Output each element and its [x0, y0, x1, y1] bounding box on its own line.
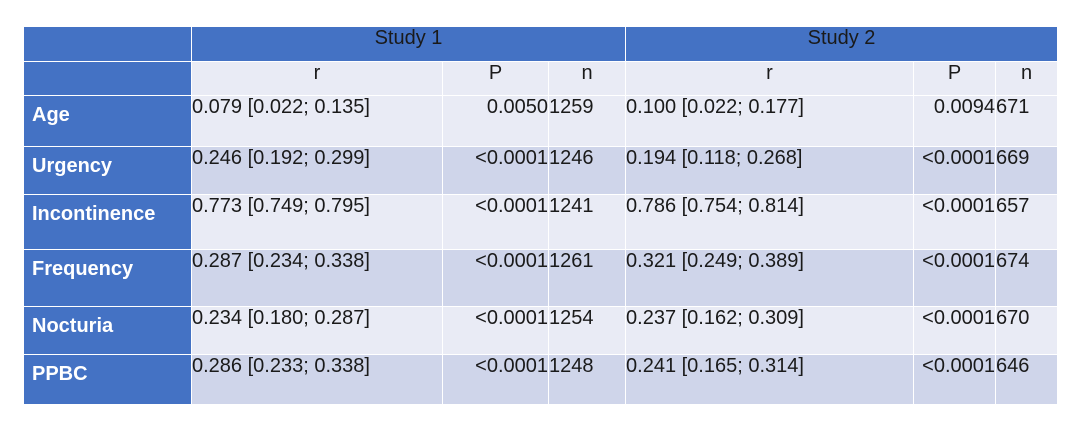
study-1-n-cell: 1254 [547, 306, 627, 355]
study-1-n-cell: 1248 [547, 354, 627, 405]
study-1-n-cell: 1259 [547, 95, 627, 147]
study-2-p-cell: 0.0094 [913, 95, 997, 147]
col-header-r: r [191, 61, 443, 96]
study-2-n-cell: 670 [995, 306, 1059, 355]
study-1-r-cell: 0.773 [0.749; 0.795] [191, 194, 443, 250]
study-2-r-cell: 0.321 [0.249; 0.389] [625, 249, 915, 307]
study-1-r-cell: 0.287 [0.234; 0.338] [191, 249, 443, 307]
study-2-n-cell: 671 [995, 95, 1059, 147]
study-2-n-cell: 657 [995, 194, 1059, 250]
study-2-n-cell: 669 [995, 146, 1059, 195]
study-2-r-cell: 0.194 [0.118; 0.268] [625, 146, 915, 195]
study-1-p-cell: <0.0001 [442, 249, 549, 307]
study-2-p-cell: <0.0001 [913, 146, 997, 195]
table-row: Urgency 0.246 [0.192; 0.299] <0.0001 1246 0.… [23, 146, 1059, 195]
study-1-header: Study 1 [190, 26, 627, 62]
row-label: Age [23, 95, 192, 147]
row-label: Incontinence [23, 194, 192, 250]
row-label: Urgency [23, 146, 192, 195]
study-1-p-cell: <0.0001 [442, 146, 549, 195]
study-2-n-cell: 674 [995, 249, 1059, 307]
study-2-p-cell: <0.0001 [913, 306, 997, 355]
study-1-p-cell: <0.0001 [442, 354, 549, 405]
results-table: Study 1 Study 2 r P n r P n Age 0.079 [0.… [23, 26, 1059, 405]
table-row: Age 0.079 [0.022; 0.135] 0.0050 1259 0.100 [… [23, 95, 1059, 147]
row-label: Frequency [23, 249, 192, 307]
study-1-r-cell: 0.234 [0.180; 0.287] [191, 306, 443, 355]
row-label: PPBC [23, 354, 192, 405]
col-header-p: P [913, 61, 997, 96]
study-1-r-cell: 0.246 [0.192; 0.299] [191, 146, 443, 195]
corner-cell [23, 61, 192, 96]
study-1-p-cell: <0.0001 [442, 194, 549, 250]
study-2-r-cell: 0.241 [0.165; 0.314] [625, 354, 915, 405]
study-1-p-cell: 0.0050 [442, 95, 549, 147]
table-row: Nocturia 0.234 [0.180; 0.287] <0.0001 1254 0… [23, 306, 1059, 355]
study-header-row: Study 1 Study 2 [23, 26, 1059, 62]
subheader-row: r P n r P n [23, 61, 1059, 96]
table-row: PPBC 0.286 [0.233; 0.338] <0.0001 1248 0.241… [23, 354, 1059, 405]
study-2-p-cell: <0.0001 [913, 249, 997, 307]
col-header-p: P [442, 61, 549, 96]
study-2-p-cell: <0.0001 [913, 194, 997, 250]
col-header-r: r [625, 61, 915, 96]
study-1-p-cell: <0.0001 [442, 306, 549, 355]
study-1-r-cell: 0.286 [0.233; 0.338] [191, 354, 443, 405]
table-row: Frequency 0.287 [0.234; 0.338] <0.0001 1261… [23, 249, 1059, 307]
study-1-n-cell: 1246 [547, 146, 627, 195]
study-2-r-cell: 0.100 [0.022; 0.177] [625, 95, 915, 147]
study-1-r-cell: 0.079 [0.022; 0.135] [191, 95, 443, 147]
study-2-n-cell: 646 [995, 354, 1059, 405]
study-2-r-cell: 0.786 [0.754; 0.814] [625, 194, 915, 250]
study-2-p-cell: <0.0001 [913, 354, 997, 405]
study-1-n-cell: 1261 [547, 249, 627, 307]
col-header-n: n [995, 61, 1059, 96]
study-1-n-cell: 1241 [547, 194, 627, 250]
study-2-r-cell: 0.237 [0.162; 0.309] [625, 306, 915, 355]
corner-cell [23, 26, 192, 62]
col-header-n: n [547, 61, 627, 96]
row-label: Nocturia [23, 306, 192, 355]
study-2-header: Study 2 [625, 26, 1059, 62]
table-row: Incontinence 0.773 [0.749; 0.795] <0.0001 1… [23, 194, 1059, 250]
